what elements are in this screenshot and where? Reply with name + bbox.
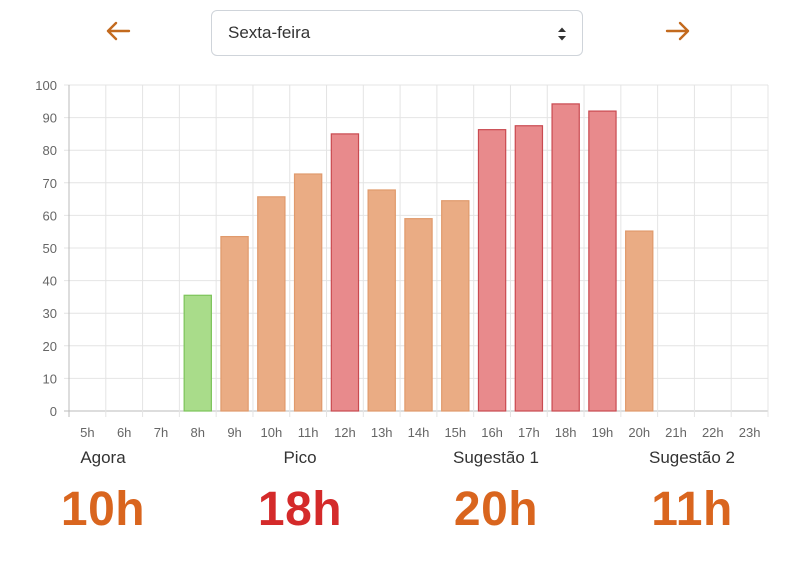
- x-tick-label: 11h: [298, 425, 319, 440]
- summary-stats: Agora 10h Pico 18h Sugestão 1 20h Sugest…: [0, 448, 800, 562]
- stat-suggestion-2-value: 11h: [651, 483, 733, 536]
- y-tick-label: 30: [43, 306, 57, 321]
- bar-15h: [441, 200, 470, 412]
- bar-16h: [477, 129, 507, 412]
- stat-suggestion-1-label: Sugestão 1: [452, 448, 539, 467]
- x-tick-label: 16h: [481, 425, 503, 440]
- x-tick-label: 19h: [592, 425, 614, 440]
- stat-peak-label: Pico: [283, 448, 317, 467]
- bar-14h: [404, 218, 433, 412]
- bar-18h: [551, 103, 580, 412]
- day-select[interactable]: Sexta-feira: [211, 10, 583, 56]
- x-tick-label: 7h: [154, 425, 168, 440]
- bar-17h: [514, 125, 544, 412]
- stat-suggestion-2-label: Sugestão 2: [648, 448, 735, 467]
- bar-11h: [293, 173, 323, 412]
- bar-13h: [367, 189, 396, 412]
- y-tick-label: 0: [50, 404, 57, 419]
- stat-suggestion-1-value: 20h: [453, 483, 539, 536]
- bar-10h: [257, 196, 286, 412]
- bar-8h: [183, 294, 212, 412]
- x-tick-label: 15h: [444, 425, 466, 440]
- stat-now: Agora 10h: [3, 448, 203, 537]
- occupancy-bar-chart: 0 10 20 30 40 50 60 70 80 90 100 5h 6h 7h 8h 9h 10h 11h 12…: [35, 78, 769, 440]
- x-tick-label: 18h: [555, 425, 577, 440]
- y-tick-label: 50: [43, 241, 57, 256]
- x-tick-label: 17h: [518, 425, 540, 440]
- y-tick-label: 10: [43, 371, 57, 386]
- bar-19h: [588, 110, 617, 412]
- x-tick-label: 8h: [191, 425, 205, 440]
- x-tick-label: 6h: [117, 425, 131, 440]
- y-tick-label: 80: [43, 143, 57, 158]
- x-tick-label: 13h: [371, 425, 393, 440]
- x-tick-label: 22h: [702, 425, 724, 440]
- y-tick-label: 60: [43, 208, 57, 223]
- y-tick-label: 100: [35, 78, 57, 93]
- y-tick-label: 20: [43, 339, 57, 354]
- x-tick-label: 12h: [334, 425, 356, 440]
- arrow-right-icon: [665, 21, 690, 41]
- stat-peak: Pico 18h: [200, 448, 400, 537]
- bar-20h: [625, 230, 654, 412]
- stat-now-label: Agora: [80, 448, 126, 467]
- stat-now-value: 10h: [60, 483, 146, 536]
- x-tick-label: 14h: [408, 425, 430, 440]
- x-tick-label: 10h: [260, 425, 282, 440]
- stat-peak-value: 18h: [257, 483, 343, 536]
- bar-9h: [220, 235, 249, 412]
- x-tick-label: 9h: [227, 425, 241, 440]
- x-tick-label: 21h: [665, 425, 687, 440]
- day-select-value: Sexta-feira: [228, 23, 311, 42]
- prev-day-button[interactable]: [100, 14, 136, 48]
- stat-suggestion-1: Sugestão 1 20h: [396, 448, 596, 537]
- y-tick-label: 90: [43, 111, 57, 126]
- next-day-button[interactable]: [660, 14, 696, 48]
- sort-caret-icon: [558, 27, 566, 41]
- y-tick-label: 70: [43, 176, 57, 191]
- y-tick-label: 40: [43, 274, 57, 289]
- x-tick-label: 23h: [739, 425, 761, 440]
- arrow-left-icon: [106, 21, 131, 41]
- x-tick-label: 5h: [80, 425, 94, 440]
- bar-12h: [330, 133, 360, 412]
- x-tick-label: 20h: [628, 425, 650, 440]
- stat-suggestion-2: Sugestão 2 11h: [592, 448, 792, 537]
